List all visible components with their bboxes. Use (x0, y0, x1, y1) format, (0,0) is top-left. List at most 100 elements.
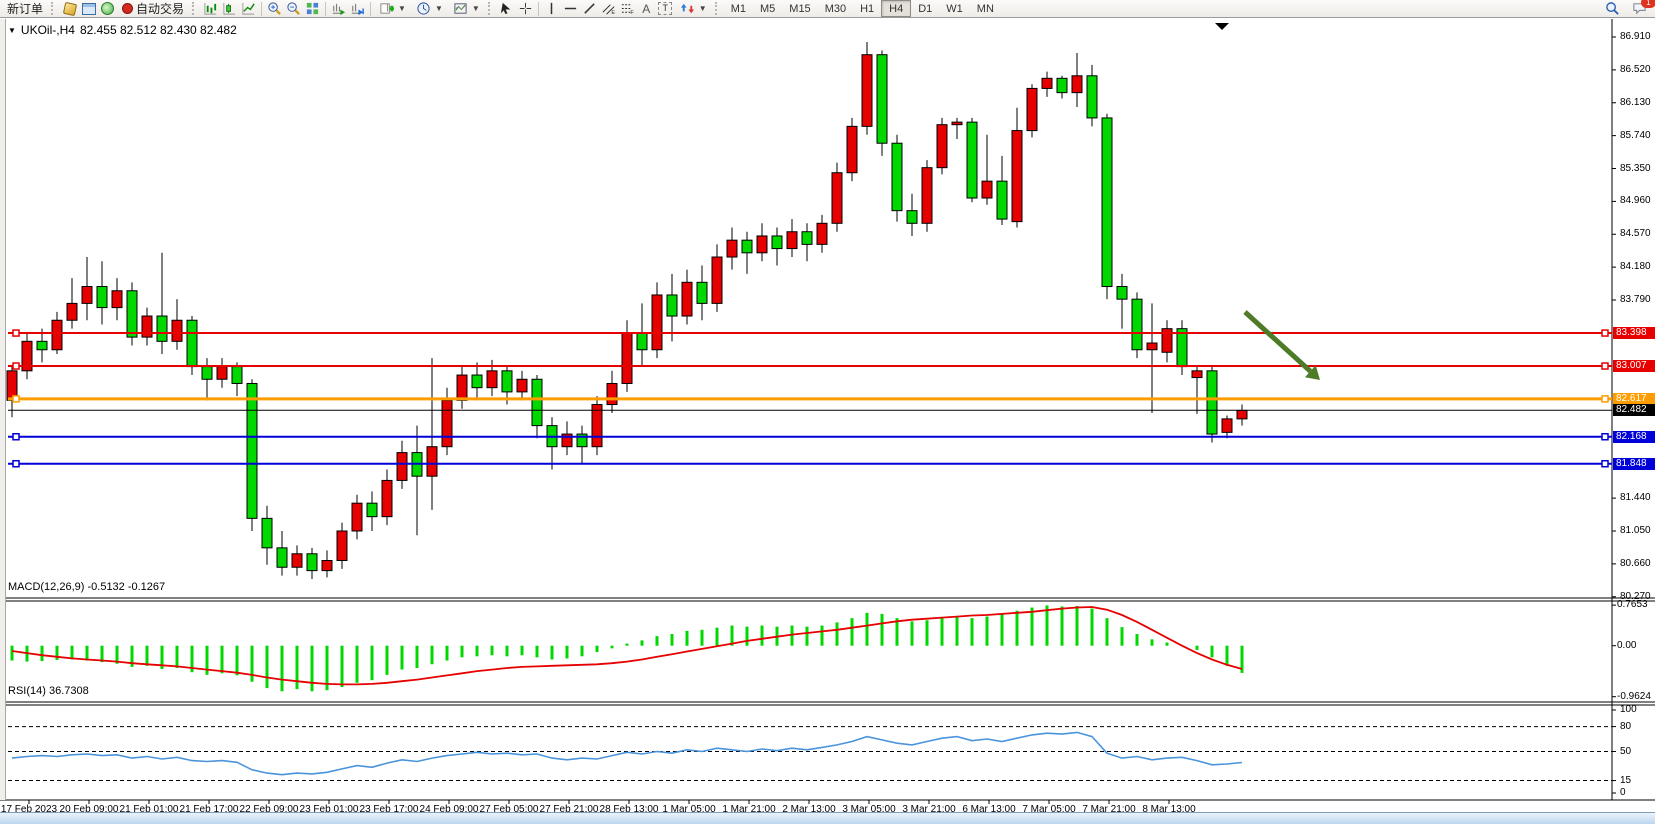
timeframe-button-H1[interactable]: H1 (860, 2, 875, 15)
candle-body (936, 124, 948, 169)
chevron-down-icon: ▼ (398, 4, 406, 13)
main-toolbar: 新订单 自动交易 ▼ ▼ ▼ E F A T ▼ M1 M5 M15 M30 H1 H4 D… (0, 0, 1655, 18)
chart-shift-marker[interactable] (1215, 23, 1229, 30)
community-button[interactable] (98, 1, 117, 17)
timeframe-button-MN[interactable]: MN (976, 2, 994, 15)
toolbar-grip[interactable] (51, 2, 57, 15)
macd-histogram (10, 605, 1244, 692)
trendline-button[interactable] (580, 1, 599, 17)
candle-body (606, 382, 618, 406)
candle-body (561, 433, 573, 448)
template-icon (454, 3, 467, 14)
timeframe-button-M30[interactable]: M30 (824, 2, 847, 15)
timeframe-button-W1[interactable]: W1 (946, 2, 963, 15)
candle-body (516, 378, 528, 393)
price-chart-canvas[interactable] (0, 19, 1655, 823)
candle-body (501, 370, 513, 393)
line-handle[interactable] (12, 459, 20, 468)
svg-text:F: F (630, 10, 634, 16)
text-label-button[interactable]: T (656, 1, 675, 17)
chart-shift-icon (351, 3, 364, 16)
zoom-in-button[interactable] (265, 1, 284, 17)
timeframe-button-D1[interactable]: D1 (918, 2, 933, 15)
tile-windows-button[interactable] (303, 1, 322, 17)
candle-body (531, 378, 543, 427)
candle-body (171, 319, 183, 342)
cursor-button[interactable] (497, 1, 516, 17)
line-handle[interactable] (12, 329, 20, 337)
line-chart-icon (242, 2, 255, 15)
template-button[interactable]: ▼ (448, 1, 485, 17)
search-icon (1606, 2, 1619, 15)
candle-body (831, 172, 843, 224)
toolbar-grip[interactable] (714, 2, 721, 15)
chat-button[interactable]: 1 (1630, 0, 1655, 17)
timeframe-button-M5[interactable]: M5 (760, 2, 776, 15)
add-indicator-button[interactable]: ▼ (374, 1, 411, 17)
period-button[interactable]: ▼ (411, 1, 448, 17)
candle-body (861, 54, 873, 127)
zoom-out-button[interactable] (284, 1, 303, 17)
candle-body (576, 433, 588, 448)
horizontal-line-button[interactable] (561, 1, 580, 17)
chart-shift-button[interactable] (348, 1, 367, 17)
candle-body (366, 502, 378, 518)
candle-body (816, 222, 828, 245)
tile-windows-icon (306, 2, 319, 15)
candle-body (876, 54, 888, 144)
timeframe-button-M15[interactable]: M15 (789, 2, 811, 15)
line-handle[interactable] (12, 433, 20, 441)
chart-window[interactable]: ▼ UKOil-,H4 82.455 82.512 82.430 82.482 … (0, 19, 1655, 824)
candle-body (711, 256, 723, 304)
autotrading-button[interactable]: 自动交易 (117, 1, 189, 17)
vertical-line-button[interactable] (542, 1, 561, 17)
line-handle[interactable] (1601, 395, 1609, 403)
market-watch-button[interactable] (60, 1, 79, 17)
candle-body (246, 382, 258, 519)
line-handle[interactable] (1601, 362, 1609, 370)
candle-body (591, 404, 603, 448)
candle-body (156, 315, 168, 342)
line-handle[interactable] (1601, 459, 1609, 468)
candle-body (51, 319, 63, 351)
line-handle[interactable] (12, 362, 20, 370)
candle-body (231, 366, 243, 384)
bar-chart-button[interactable] (201, 1, 220, 17)
crosshair-button[interactable] (516, 1, 535, 17)
line-handle[interactable] (1601, 329, 1609, 337)
candle-body (321, 560, 333, 572)
chart-window-button[interactable] (79, 1, 98, 17)
timeframe-button-H4[interactable]: H4 (881, 0, 912, 17)
auto-scroll-button[interactable] (329, 1, 348, 17)
line-handle[interactable] (1601, 433, 1609, 441)
search-button[interactable] (1603, 1, 1622, 17)
chevron-down-icon: ▼ (698, 4, 707, 13)
candle-body (1191, 370, 1203, 379)
rsi-line (11, 731, 1243, 776)
candle-body (966, 121, 978, 199)
text-button[interactable]: A (637, 1, 656, 17)
candle-body (426, 446, 438, 477)
line-chart-button[interactable] (239, 1, 258, 17)
window-left-edge (0, 19, 6, 800)
timeframe-button-M1[interactable]: M1 (730, 2, 746, 15)
chevron-down-icon: ▼ (471, 4, 480, 13)
candle-body (21, 340, 33, 372)
arrows-button[interactable]: ▼ (675, 1, 712, 17)
new-order-button[interactable]: 新订单 (7, 2, 44, 16)
candle-body (261, 517, 273, 549)
candle-body (1086, 75, 1098, 119)
candles (6, 42, 1248, 580)
candle-body (621, 332, 633, 384)
annotation-arrow[interactable] (1243, 310, 1320, 380)
toolbar-grip[interactable] (487, 2, 494, 15)
candle-body (306, 553, 318, 572)
vertical-line-icon (550, 2, 553, 15)
fibonacci-button[interactable]: F (618, 1, 637, 17)
candlestick-chart-button[interactable] (220, 1, 239, 17)
text-a-icon: A (642, 1, 651, 16)
fibonacci-icon: F (621, 4, 634, 16)
autotrading-icon (122, 3, 134, 14)
toolbar-grip[interactable] (192, 2, 198, 15)
line-handle[interactable] (12, 395, 20, 403)
